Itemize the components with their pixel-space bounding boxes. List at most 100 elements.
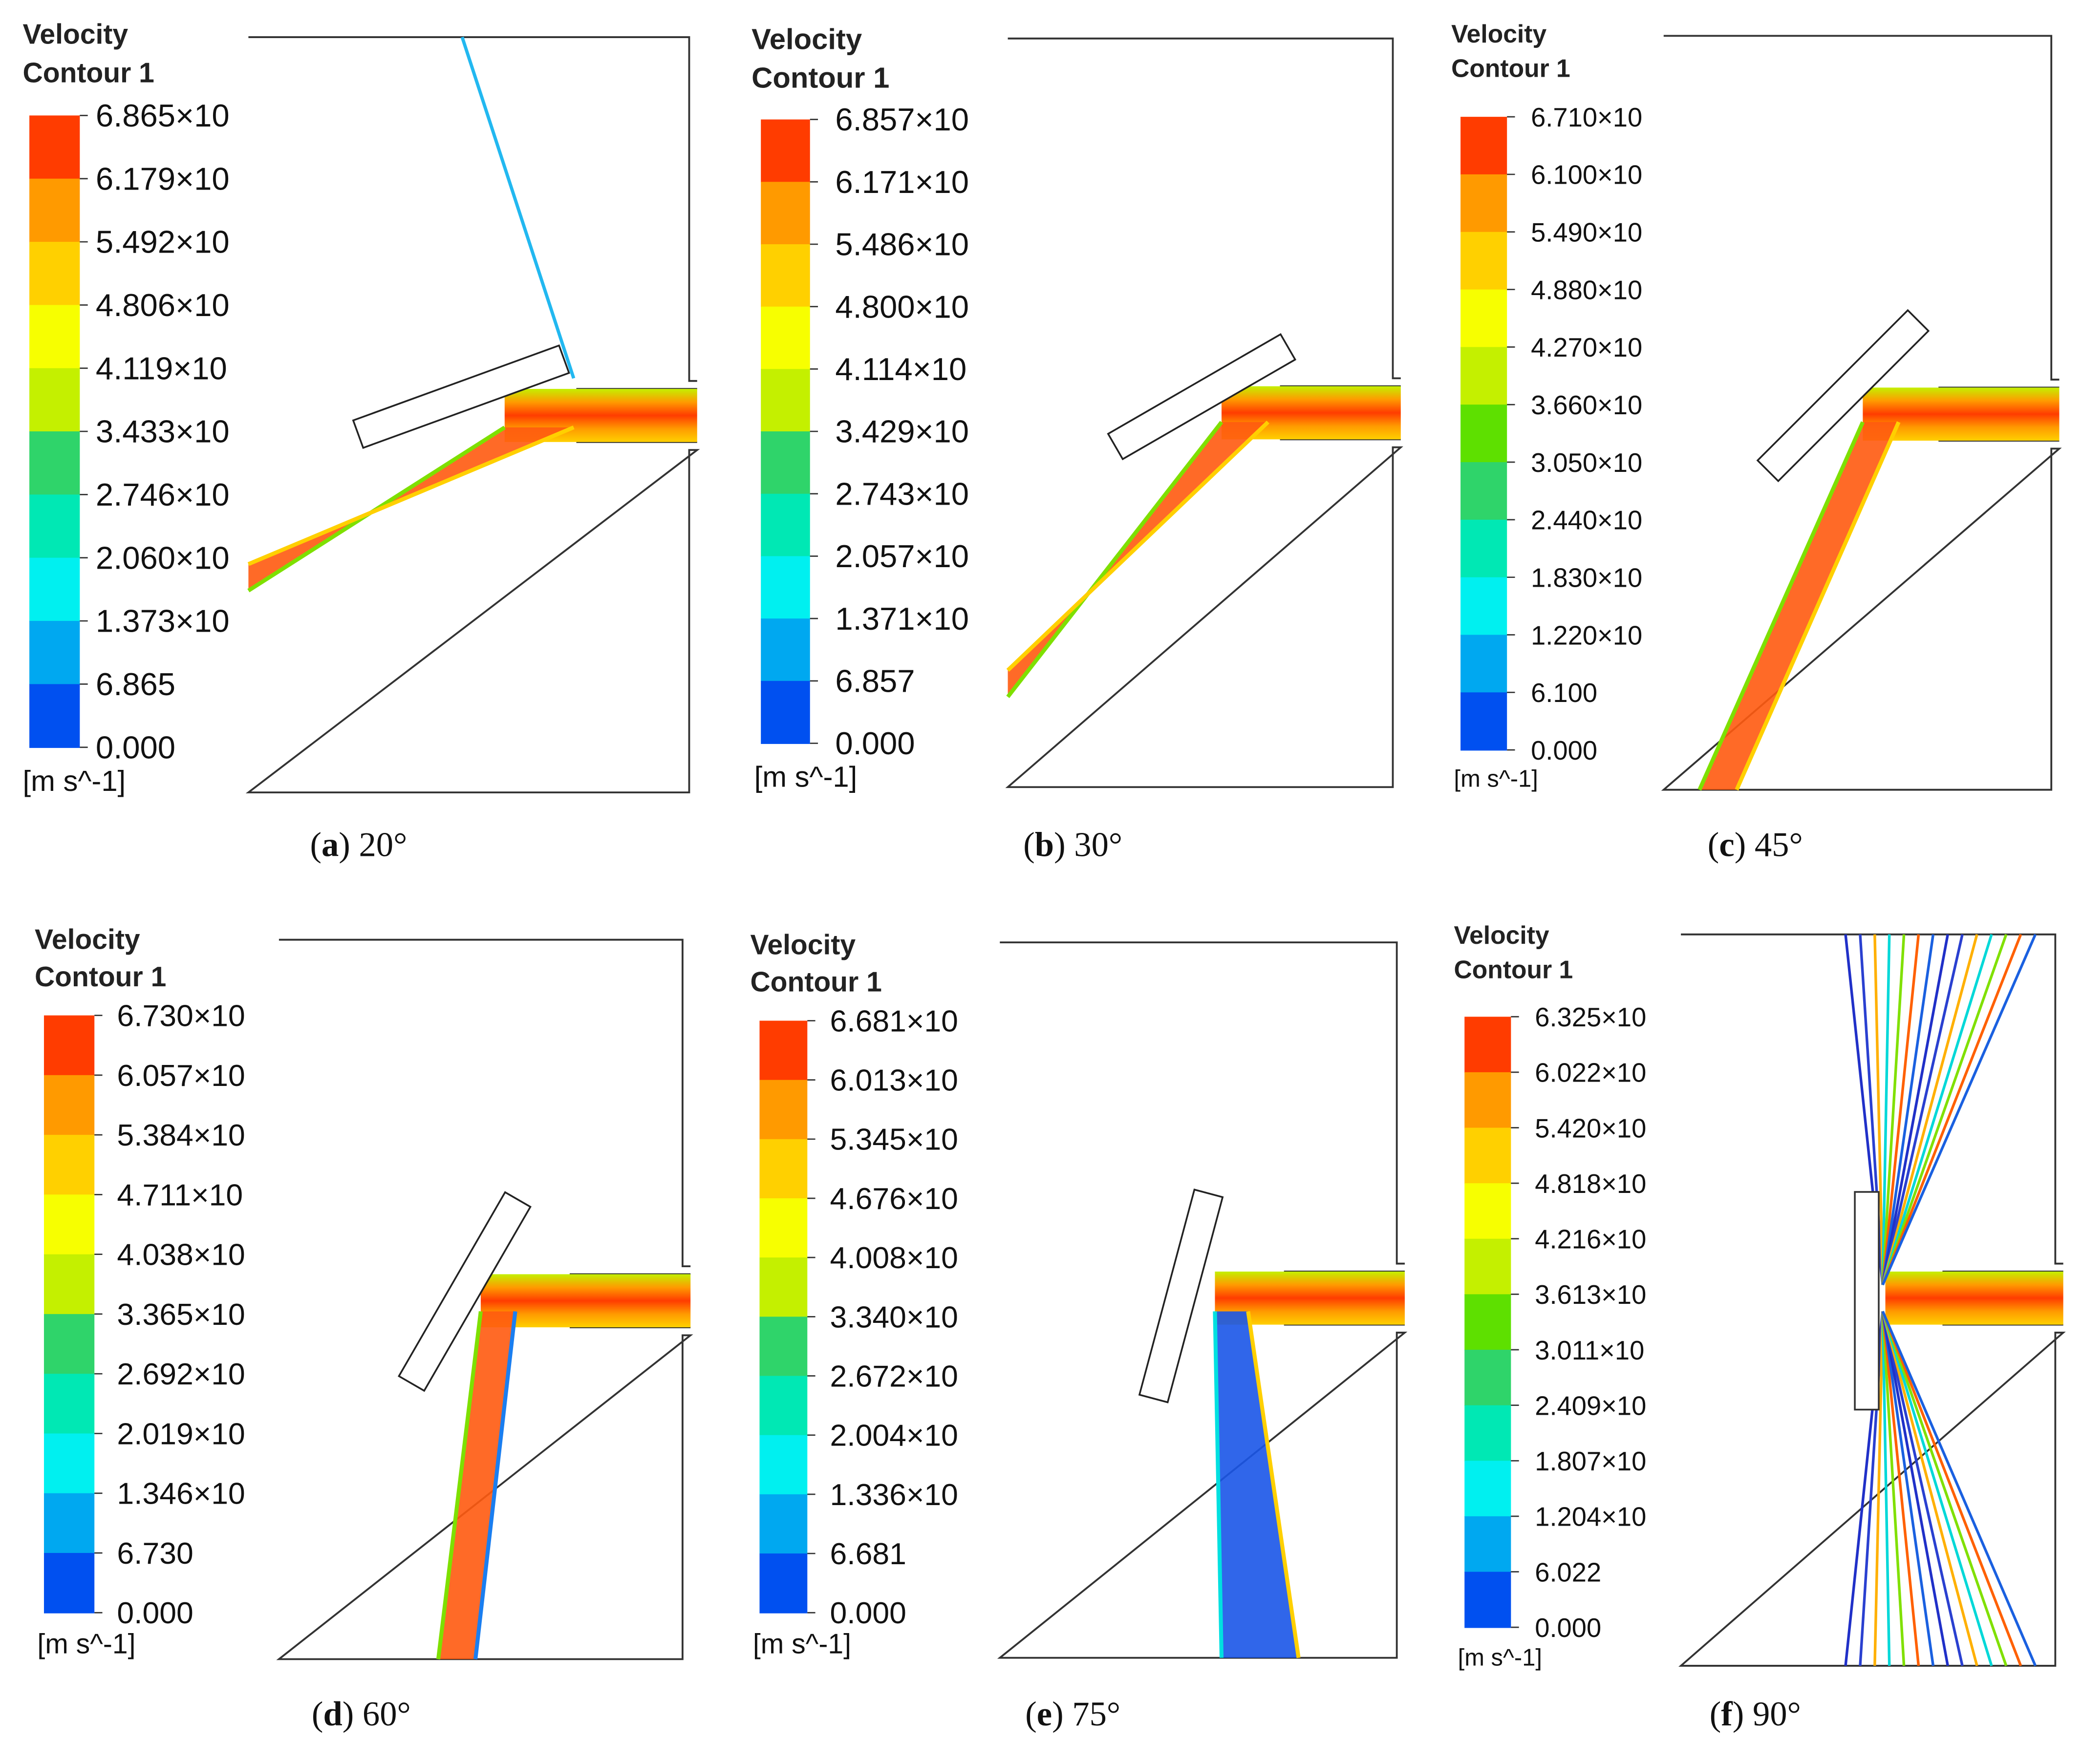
panel: Velocity Contour 1 6.865×10 6.179×10 5.492×1… <box>22 19 700 864</box>
legend-title: Velocity <box>22 19 128 50</box>
colorbar-band <box>29 494 80 559</box>
colorbar-label: 1.371×10 <box>835 601 969 637</box>
colorbar-label: 3.050×10 <box>1531 448 1642 478</box>
colorbar-band <box>1464 1572 1511 1628</box>
legend-title: Velocity <box>1454 921 1549 949</box>
colorbar-label: 5.345×10 <box>830 1123 958 1157</box>
colorbar-band <box>1464 1516 1511 1573</box>
colorbar-band <box>29 557 80 622</box>
colorbar-label: 6.710×10 <box>1531 103 1642 132</box>
colorbar-band <box>43 1493 95 1554</box>
colorbar-label: 6.013×10 <box>830 1063 958 1098</box>
plate <box>1138 1189 1224 1403</box>
stream-line <box>473 1311 517 1659</box>
stream-line <box>1873 1311 1884 1666</box>
colorbar-band <box>759 1198 808 1258</box>
stream-line <box>1881 934 2008 1286</box>
colorbar-label: 0.000 <box>117 1596 193 1630</box>
colorbar-label: 4.818×10 <box>1535 1169 1646 1199</box>
colorbar-label: 4.216×10 <box>1535 1225 1646 1254</box>
colorbar-band <box>1464 1294 1511 1351</box>
unit-label: [m s^-1] <box>1454 766 1538 792</box>
colorbar-label: 4.114×10 <box>835 351 966 387</box>
stream-line <box>1881 934 2022 1286</box>
deflected-jet <box>248 427 574 591</box>
deflected-jet <box>1699 422 1899 790</box>
colorbar-label: 4.711×10 <box>117 1178 243 1212</box>
colorbar-label: 4.806×10 <box>96 287 230 323</box>
stream-line <box>1881 934 1906 1285</box>
colorbar-label: 2.440×10 <box>1531 506 1642 535</box>
colorbar-label: 6.100×10 <box>1531 160 1642 190</box>
deflected-jet <box>438 1311 515 1659</box>
colorbar-band <box>29 305 80 369</box>
caption-part: ) 90° <box>1733 1695 1801 1733</box>
colorbar-label: 5.490×10 <box>1531 218 1642 248</box>
stream-line <box>1881 934 1964 1285</box>
colorbar-band <box>761 556 810 619</box>
panel: Velocity Contour 1 6.710×10 6.100×10 5.490×1… <box>1451 20 2062 864</box>
colorbar-label: 3.365×10 <box>117 1297 245 1332</box>
colorbar-label: 6.325×10 <box>1535 1002 1646 1032</box>
colorbar-label: 2.004×10 <box>830 1419 958 1453</box>
caption-part: c <box>1719 826 1734 864</box>
colorbar-label: 3.011×10 <box>1535 1336 1644 1365</box>
colorbar-band <box>1460 692 1507 751</box>
caption-part: ( <box>310 826 322 864</box>
colorbar-label: 2.746×10 <box>96 477 230 512</box>
unit-label: [m s^-1] <box>22 765 126 797</box>
colorbar-label: 1.807×10 <box>1535 1446 1646 1476</box>
caption-part: ) 30° <box>1054 826 1122 864</box>
stream-line <box>1697 421 1865 791</box>
colorbar-label: 6.022×10 <box>1535 1058 1646 1088</box>
caption-part: ( <box>1023 826 1035 864</box>
stream-line <box>460 37 576 379</box>
colorbar-band <box>761 119 810 183</box>
colorbar-band <box>761 244 810 308</box>
colorbar-label: 5.492×10 <box>96 224 230 260</box>
legend-title: Contour 1 <box>35 961 166 993</box>
jet-core <box>1885 1271 2063 1325</box>
colorbar-band <box>761 431 810 495</box>
plate <box>1854 1191 1880 1411</box>
colorbar-band <box>1460 462 1507 521</box>
stream-line <box>1246 1311 1301 1658</box>
stream-line <box>1881 934 1949 1285</box>
unit-label: [m s^-1] <box>1458 1644 1542 1671</box>
caption: (f) 90° <box>1710 1695 1801 1733</box>
colorbar-band <box>29 684 80 748</box>
colorbar-band <box>43 1254 95 1315</box>
colorbar-band <box>761 369 810 432</box>
caption-part: a <box>322 826 339 864</box>
colorbar-band <box>1460 347 1507 405</box>
caption-part: b <box>1035 826 1054 864</box>
colorbar-label: 0.000 <box>830 1596 906 1630</box>
colorbar-band <box>43 1374 95 1434</box>
stream-line <box>1881 1311 1978 1666</box>
colorbar-label: 4.800×10 <box>835 289 969 324</box>
colorbar-band <box>1460 174 1507 233</box>
colorbar-band <box>43 1552 95 1614</box>
deflected-jet <box>1215 1311 1299 1658</box>
stream-line <box>1881 1311 1993 1666</box>
colorbar-label: 6.857 <box>835 663 915 699</box>
unit-label: [m s^-1] <box>753 1628 851 1659</box>
colorbar-label: 1.204×10 <box>1535 1502 1646 1532</box>
colorbar-band <box>1464 1350 1511 1406</box>
colorbar-band <box>43 1015 95 1076</box>
caption: (c) 45° <box>1708 826 1803 864</box>
stream-line <box>1881 934 2037 1286</box>
colorbar-band <box>43 1433 95 1494</box>
caption-part: ( <box>1025 1695 1037 1733</box>
colorbar-band <box>1460 404 1507 463</box>
panel: Velocity Contour 1 6.857×10 6.171×10 5.486×1… <box>751 23 1403 864</box>
colorbar-label: 4.008×10 <box>830 1241 958 1275</box>
colorbar-band <box>43 1135 95 1195</box>
colorbar-band <box>1460 635 1507 693</box>
stream-line <box>1881 1311 1891 1666</box>
colorbar-label: 2.019×10 <box>117 1417 245 1451</box>
legend-title: Velocity <box>35 924 140 956</box>
colorbar-band <box>759 1553 808 1614</box>
colorbar-band <box>1460 577 1507 636</box>
